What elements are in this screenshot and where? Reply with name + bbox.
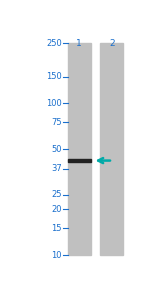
Text: 75: 75 xyxy=(51,118,62,127)
Text: 25: 25 xyxy=(51,190,62,199)
Text: 20: 20 xyxy=(51,205,62,214)
Text: 15: 15 xyxy=(51,224,62,233)
Text: 37: 37 xyxy=(51,164,62,173)
Text: 250: 250 xyxy=(46,39,62,47)
Bar xyxy=(68,43,91,255)
Bar xyxy=(68,159,91,162)
Bar xyxy=(100,43,123,255)
Text: 150: 150 xyxy=(46,72,62,81)
Text: 50: 50 xyxy=(51,144,62,154)
Text: 2: 2 xyxy=(109,39,115,48)
Text: 100: 100 xyxy=(46,99,62,108)
Text: 1: 1 xyxy=(76,39,82,48)
Text: 10: 10 xyxy=(51,251,62,260)
